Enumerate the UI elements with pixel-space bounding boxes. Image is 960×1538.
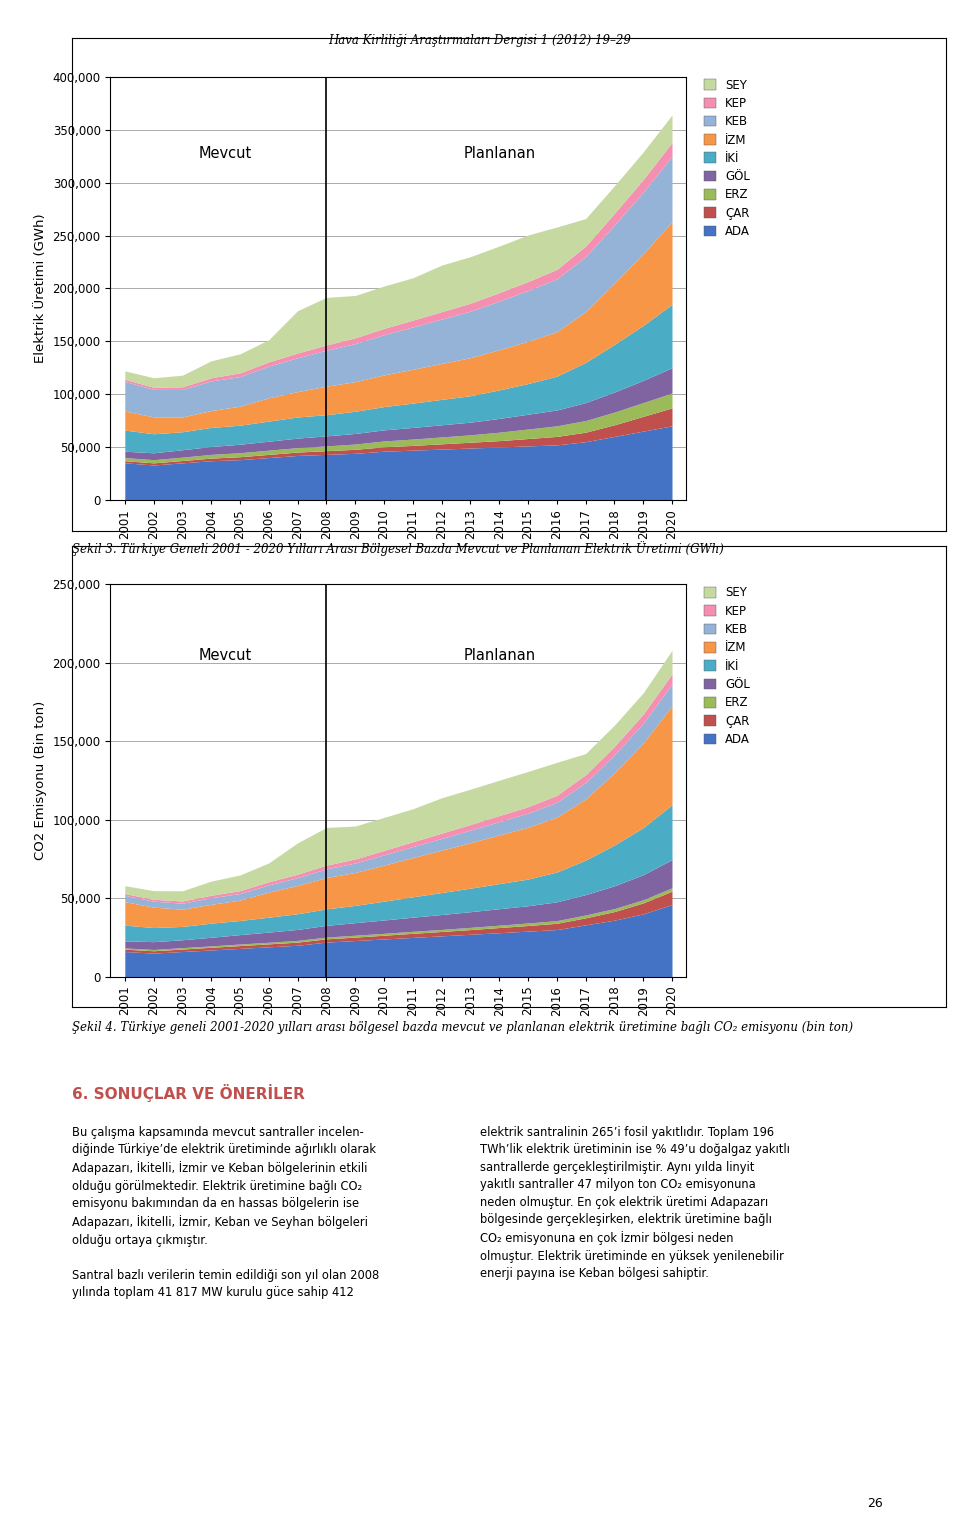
Text: Mevcut: Mevcut: [199, 647, 252, 663]
Text: Şekil 3. Türkiye Geneli 2001 - 2020 Yılları Arası Bölgesel Bazda Mevcut ve Planl: Şekil 3. Türkiye Geneli 2001 - 2020 Yıll…: [72, 541, 724, 557]
Legend: SEY, KEP, KEB, İZM, İKİ, GÖL, ERZ, ÇAR, ADA: SEY, KEP, KEB, İZM, İKİ, GÖL, ERZ, ÇAR, …: [704, 78, 750, 238]
Y-axis label: CO2 Emisyonu (Bin ton): CO2 Emisyonu (Bin ton): [34, 701, 47, 860]
Legend: SEY, KEP, KEB, İZM, İKİ, GÖL, ERZ, ÇAR, ADA: SEY, KEP, KEB, İZM, İKİ, GÖL, ERZ, ÇAR, …: [704, 586, 750, 746]
Text: Bu çalışma kapsamında mevcut santraller incelen-
diğinde Türkiye’de elektrik üre: Bu çalışma kapsamında mevcut santraller …: [72, 1126, 379, 1300]
Text: 26: 26: [868, 1498, 883, 1510]
Text: 6. SONUÇLAR VE ÖNERİLER: 6. SONUÇLAR VE ÖNERİLER: [72, 1084, 305, 1103]
Y-axis label: Elektrik Üretimi (GWh): Elektrik Üretimi (GWh): [34, 214, 47, 363]
Text: Hava Kirliliği Araştırmaları Dergisi 1 (2012) 19–29: Hava Kirliliği Araştırmaları Dergisi 1 (…: [328, 34, 632, 46]
Text: Mevcut: Mevcut: [199, 146, 252, 160]
Text: Planlanan: Planlanan: [463, 647, 536, 663]
Text: Şekil 4. Türkiye geneli 2001-2020 yılları arası bölgesel bazda mevcut ve planlan: Şekil 4. Türkiye geneli 2001-2020 yıllar…: [72, 1021, 853, 1034]
Text: Planlanan: Planlanan: [463, 146, 536, 160]
Text: elektrik santralinin 265’i fosil yakıtlıdır. Toplam 196
TWh’lik elektrik üretimi: elektrik santralinin 265’i fosil yakıtlı…: [480, 1126, 790, 1280]
